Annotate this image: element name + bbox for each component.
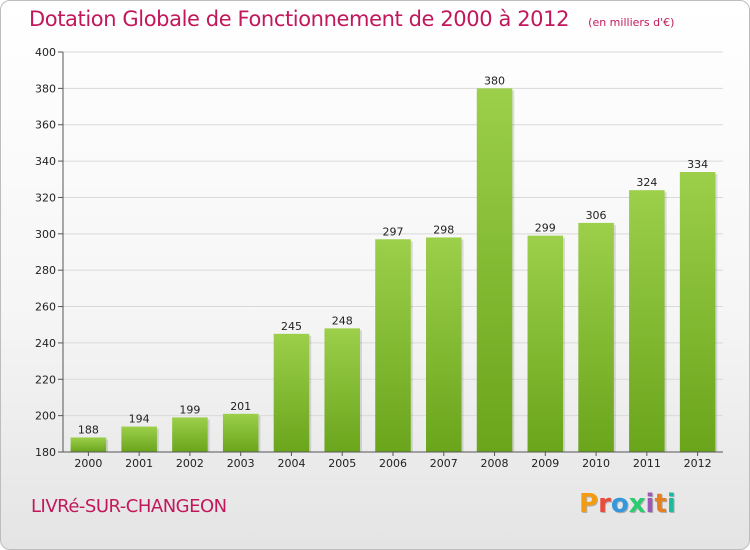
bar-value-label: 201 — [230, 400, 251, 413]
bar-value-label: 297 — [383, 225, 404, 238]
x-tick-label: 2007 — [430, 457, 458, 470]
x-tick-label: 2003 — [227, 457, 255, 470]
bar-2006[interactable] — [375, 239, 411, 452]
y-tick-label: 380 — [35, 82, 56, 95]
commune-name: LIVRé-SUR-CHANGEON — [31, 496, 227, 517]
y-tick-label: 320 — [35, 191, 56, 204]
bar-2005[interactable] — [324, 328, 360, 452]
bar-2008[interactable] — [476, 88, 513, 452]
logo-letter: P — [579, 489, 599, 519]
bar-2011[interactable] — [629, 190, 665, 452]
y-tick-label: 200 — [35, 410, 56, 423]
bar-2010[interactable] — [578, 222, 614, 452]
bar-2009[interactable] — [527, 235, 564, 452]
logo-letter: r — [598, 489, 611, 519]
logo-letter: x — [628, 489, 646, 519]
y-tick-label: 300 — [35, 228, 56, 241]
x-tick-label: 2000 — [74, 457, 102, 470]
y-tick-label: 220 — [35, 373, 56, 386]
axes — [58, 51, 723, 456]
bar-value-label: 245 — [281, 320, 302, 333]
bar-value-label: 380 — [484, 74, 505, 87]
y-tick-label: 260 — [35, 301, 56, 314]
logo-letter: i — [666, 489, 676, 519]
x-tick-label: 2006 — [379, 457, 407, 470]
x-tick-label: 2004 — [277, 457, 305, 470]
bar-value-label: 299 — [535, 222, 556, 235]
chart-title: Dotation Globale de Fonctionnement de 20… — [29, 7, 570, 31]
y-tick-label: 400 — [35, 46, 56, 59]
y-tick-label: 240 — [35, 337, 56, 350]
x-tick-label: 2008 — [481, 457, 509, 470]
bars — [70, 88, 718, 452]
bar-2000[interactable] — [70, 437, 107, 452]
title-row: Dotation Globale de Fonctionnement de 20… — [29, 7, 674, 31]
x-tick-label: 2001 — [125, 457, 153, 470]
chart-subtitle: (en milliers d'€) — [588, 16, 675, 29]
bar-2003[interactable] — [222, 413, 259, 452]
bar-2004[interactable] — [273, 333, 310, 452]
bar-2002[interactable] — [172, 417, 208, 452]
x-tick-label: 2012 — [684, 457, 712, 470]
y-tick-label: 280 — [35, 264, 56, 277]
bar-value-label: 248 — [332, 314, 353, 327]
labels: 180 200 220 240 260 280 300 320 340 360 380 400 188 2… — [35, 46, 712, 470]
x-tick-label: 2009 — [531, 457, 559, 470]
y-tick-label: 340 — [35, 155, 56, 168]
x-tick-label: 2005 — [328, 457, 356, 470]
x-tick-label: 2010 — [582, 457, 610, 470]
bar-2007[interactable] — [426, 237, 462, 452]
x-tick-label: 2011 — [633, 457, 661, 470]
bar-value-label: 334 — [687, 158, 708, 171]
bar-value-label: 199 — [179, 403, 200, 416]
proxiti-logo[interactable]: Proxiti — [579, 489, 676, 519]
bar-2001[interactable] — [121, 426, 157, 452]
bar-value-label: 306 — [586, 209, 607, 222]
bar-value-label: 298 — [433, 223, 454, 236]
bar-value-label: 194 — [129, 413, 150, 426]
bar-value-label: 188 — [78, 423, 99, 436]
logo-letter: i — [645, 489, 655, 519]
logo-letter: t — [654, 489, 667, 519]
y-tick-label: 360 — [35, 119, 56, 132]
bar-value-label: 324 — [636, 176, 657, 189]
logo-letter: o — [610, 489, 629, 519]
y-tick-label: 180 — [35, 446, 56, 459]
x-tick-label: 2002 — [176, 457, 204, 470]
bar-2012[interactable] — [679, 172, 716, 452]
